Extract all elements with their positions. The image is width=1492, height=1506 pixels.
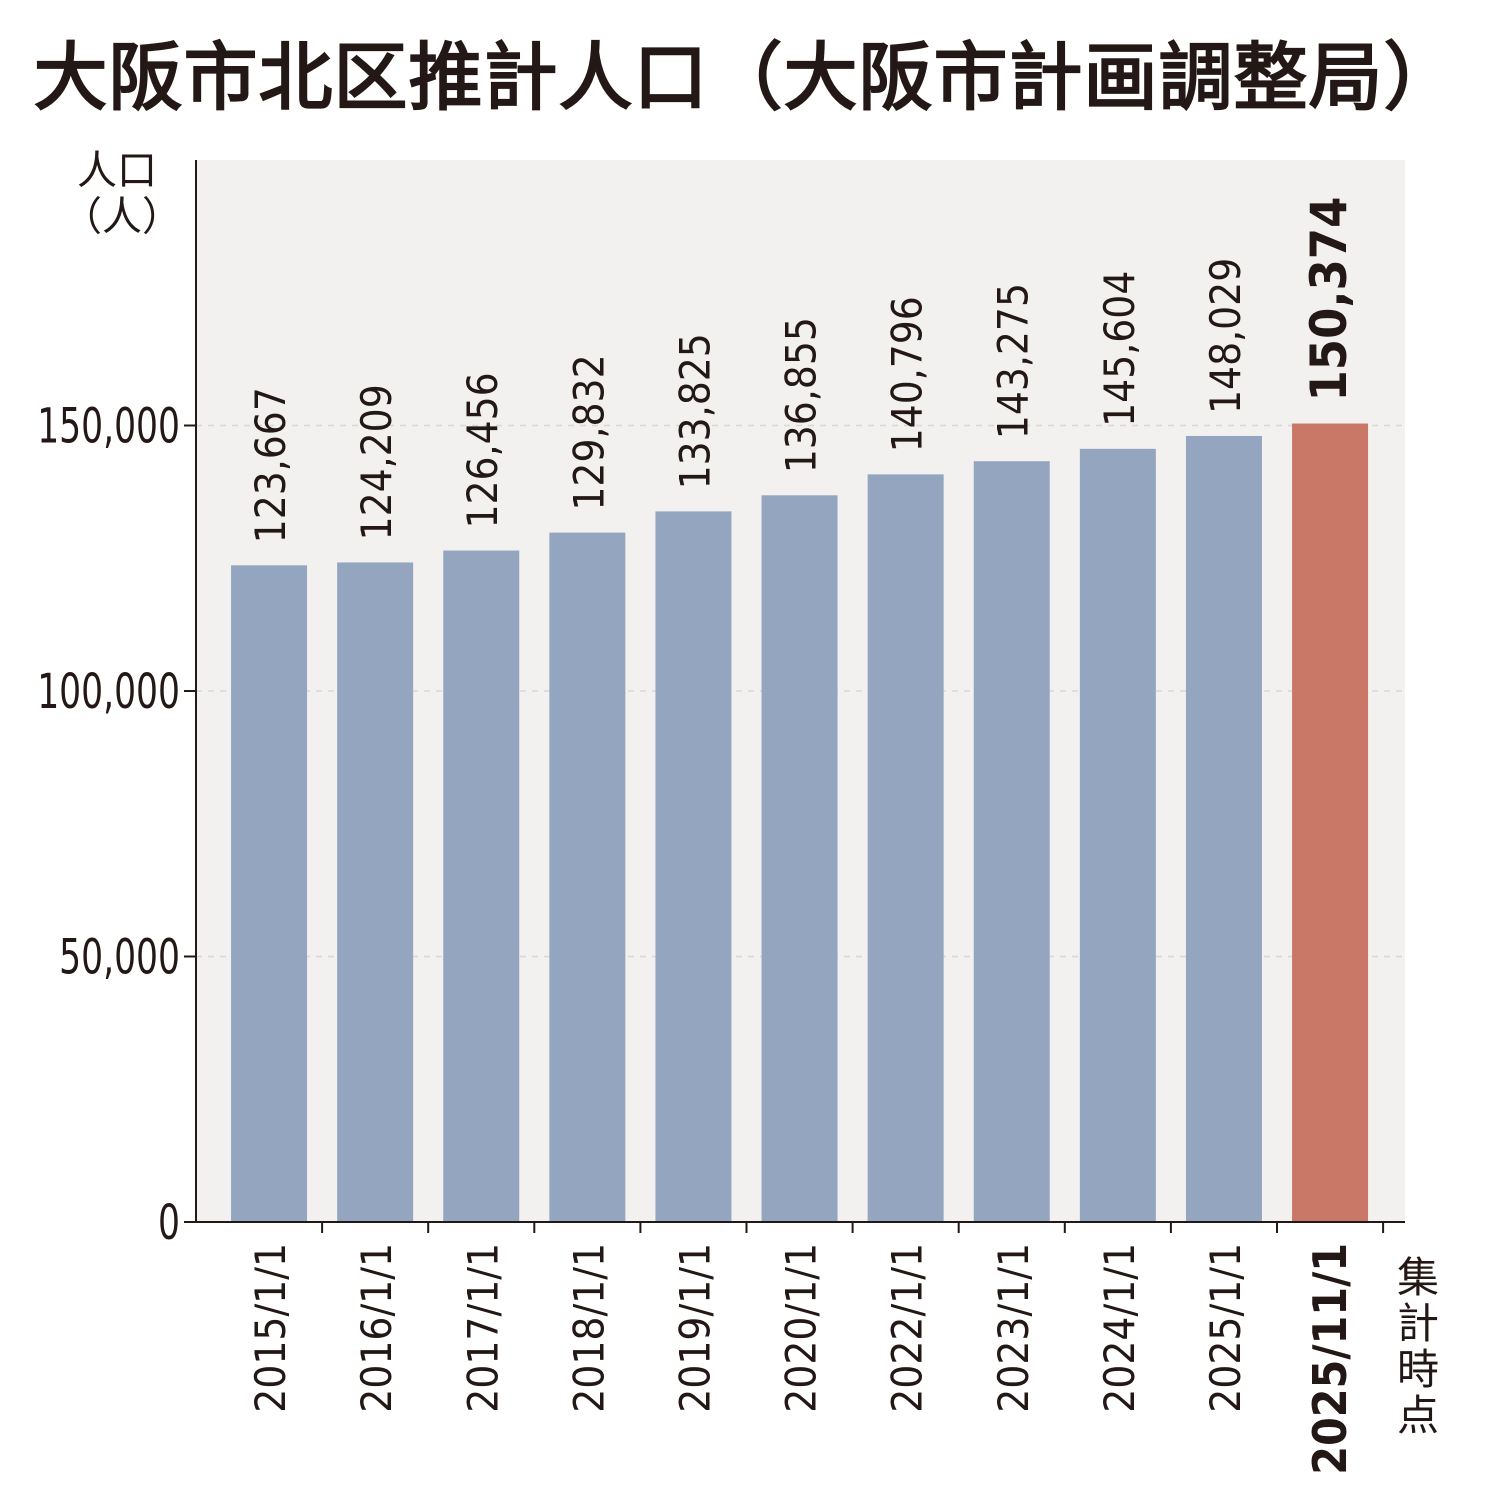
value-label: 123,667 [246,387,295,543]
bar [867,474,944,1222]
value-label: 124,209 [352,384,401,540]
bar [1292,423,1369,1223]
value-label: 145,604 [1095,271,1144,427]
x-tick-label: 2025/1/1 [1201,1243,1250,1413]
value-label: 148,029 [1201,258,1250,414]
value-label: 126,456 [458,372,507,528]
bar [1079,448,1156,1222]
value-label: 136,855 [777,317,826,473]
x-tick-label: 2023/1/1 [989,1243,1038,1413]
bar [655,511,732,1222]
x-tick-label: 2017/1/1 [458,1243,507,1413]
axes [184,160,1405,1233]
bar [973,461,1050,1223]
labels: 0 50,000 100,000 150,000 123,667 2015/1/1 124,… [37,197,1439,1475]
value-label: 133,825 [670,333,719,489]
bar [443,550,520,1222]
x-tick-label: 2019/1/1 [670,1243,719,1413]
y-axis-label: 人口 （人） [62,148,182,240]
bars [231,423,1369,1223]
x-note-char: 集 [1397,1253,1439,1302]
x-note-char: 点 [1397,1391,1439,1440]
bar [231,565,308,1222]
x-tick-label: 2016/1/1 [352,1243,401,1413]
x-tick-label: 2024/1/1 [1095,1243,1144,1413]
y-axis-label-line1: 人口 [77,148,157,194]
y-tick-label: 150,000 [37,399,180,454]
y-tick-label: 100,000 [37,665,180,720]
x-note-char: 計 [1397,1299,1439,1348]
y-tick-label: 50,000 [59,930,180,985]
x-tick-label: 2020/1/1 [777,1243,826,1413]
value-label: 143,275 [989,283,1038,439]
bar [761,495,838,1223]
x-note-char: 時 [1397,1345,1439,1394]
chart-title: 大阪市北区推計人口（大阪市計画調整局） [33,35,1459,121]
value-label: 140,796 [883,296,932,452]
value-label: 129,832 [564,354,613,510]
x-tick-label: 2025/11/1 [1303,1243,1357,1475]
x-tick-label: 2015/1/1 [246,1243,295,1413]
x-tick-label: 2018/1/1 [564,1243,613,1413]
bar [337,562,414,1222]
y-tick-label: 0 [158,1196,180,1251]
bar [1185,435,1262,1222]
y-axis-label-line2: （人） [62,194,182,240]
bar [549,532,626,1222]
x-tick-label: 2022/1/1 [883,1243,932,1413]
value-label: 150,374 [1300,197,1358,402]
